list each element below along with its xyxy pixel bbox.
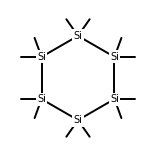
Text: Si: Si bbox=[110, 94, 119, 104]
Text: Si: Si bbox=[74, 31, 82, 41]
Text: Si: Si bbox=[37, 52, 46, 62]
Text: Si: Si bbox=[37, 94, 46, 104]
Text: Si: Si bbox=[110, 52, 119, 62]
Text: Si: Si bbox=[74, 115, 82, 125]
